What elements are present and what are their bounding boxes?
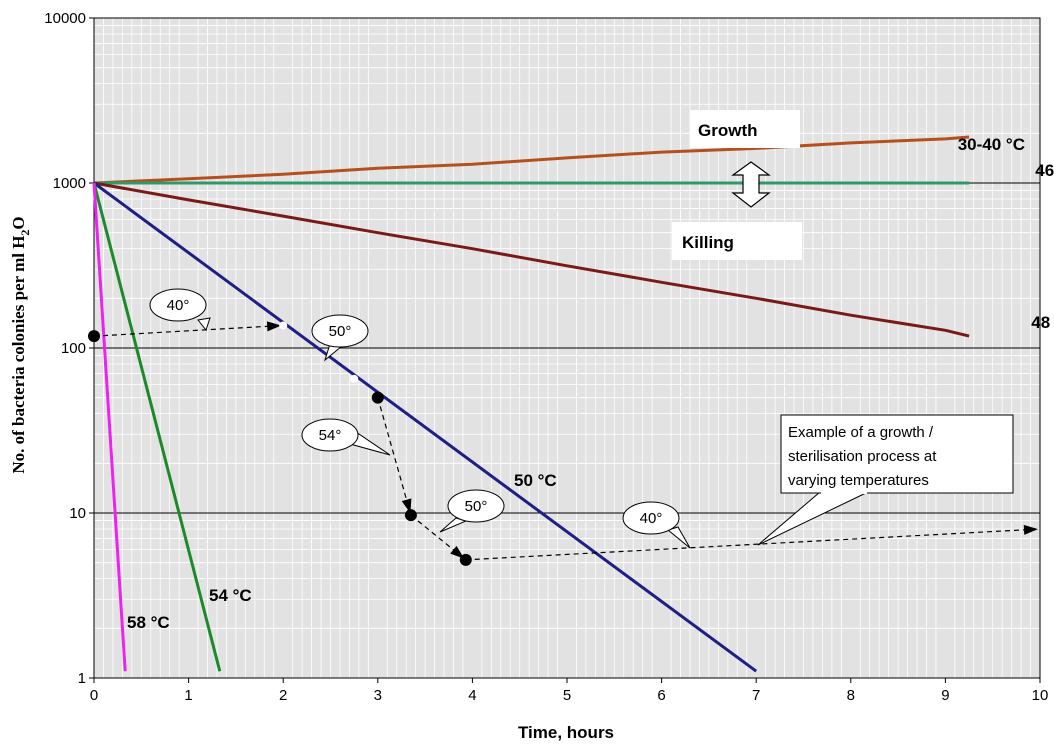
y-tick-label: 100	[61, 340, 86, 357]
x-tick-label: 5	[563, 687, 571, 704]
series-label: 54 °C	[209, 586, 252, 605]
series-label: 46 °C	[1035, 161, 1054, 180]
process-point	[371, 391, 384, 404]
process-path-segment	[465, 529, 1027, 561]
x-axis-title: Time, hours	[518, 723, 614, 742]
callout-bubble-fill	[303, 420, 357, 450]
series-label: 48 °C	[1031, 313, 1054, 332]
note-line: Example of a growth /	[788, 424, 934, 441]
note-line: sterilisation process at	[788, 448, 937, 465]
callout-bubble-fill	[151, 290, 205, 320]
process-path-arrowhead	[1023, 524, 1039, 535]
x-tick-label: 2	[279, 687, 287, 704]
series-label: 50 °C	[514, 471, 557, 490]
callout-bubble-fill	[624, 503, 678, 533]
x-tick-label: 1	[184, 687, 192, 704]
callout-bubble-fill	[449, 491, 503, 521]
series-line	[92, 182, 222, 672]
series-line	[93, 135, 970, 185]
growth-label-box	[690, 110, 800, 148]
x-tick-label: 7	[752, 687, 760, 704]
series-line	[93, 181, 970, 338]
process-point	[459, 553, 472, 566]
x-tick-label: 4	[468, 687, 476, 704]
growth-label: Growth	[698, 121, 758, 140]
y-tick-label: 1	[78, 670, 86, 687]
process-path-segment	[377, 397, 408, 502]
process-path-arrowhead	[266, 321, 282, 332]
x-tick-label: 9	[941, 687, 949, 704]
callout-label: 40°	[640, 510, 663, 527]
growth-killing-arrow	[731, 161, 771, 208]
y-axis-title: No. of bacteria colonies per ml H2O	[9, 216, 32, 473]
x-tick-label: 0	[90, 687, 98, 704]
killing-label-box	[672, 222, 802, 260]
process-path-segment	[410, 514, 456, 552]
process-path-arrowhead	[450, 545, 465, 559]
x-tick-label: 3	[374, 687, 382, 704]
series-layer	[92, 135, 970, 673]
process-point	[404, 509, 417, 522]
y-axis-title-main: No. of bacteria colonies per ml H	[9, 236, 28, 474]
callout-label: 50°	[329, 323, 352, 340]
path-junction-marker	[350, 374, 359, 383]
x-tick-label: 8	[847, 687, 855, 704]
axis-labels: Time, hours No. of bacteria colonies per…	[9, 216, 614, 742]
series-line	[93, 181, 758, 673]
plot-area	[93, 17, 1041, 679]
callout-bubble-fill	[313, 316, 367, 346]
series-label: 30-40 °C	[958, 135, 1025, 154]
y-axis-title-sub: 2	[18, 230, 32, 236]
callout-label: 40°	[167, 297, 190, 314]
note-box	[780, 414, 1014, 494]
callout-tail	[197, 317, 211, 332]
y-axis-title-end: O	[9, 216, 28, 229]
callout-label: 50°	[465, 498, 488, 515]
annotations: 30-40 °C 46 °C 48 °C 50 °C 54 °C 58 °C Growth K…	[88, 110, 1054, 632]
y-tick-label: 10	[69, 505, 86, 522]
y-tick-label: 10000	[44, 10, 86, 27]
series-label: 58 °C	[127, 613, 170, 632]
path-junction-marker	[279, 321, 288, 330]
y-tick-label: 1000	[53, 175, 86, 192]
x-tick-label: 6	[657, 687, 665, 704]
process-point	[88, 330, 100, 343]
process-path-segment	[93, 325, 270, 337]
note-line: varying temperatures	[788, 472, 929, 489]
callout-label: 54°	[319, 427, 342, 444]
series-line	[92, 182, 127, 672]
killing-label: Killing	[682, 233, 734, 252]
x-tick-label: 10	[1032, 687, 1049, 704]
